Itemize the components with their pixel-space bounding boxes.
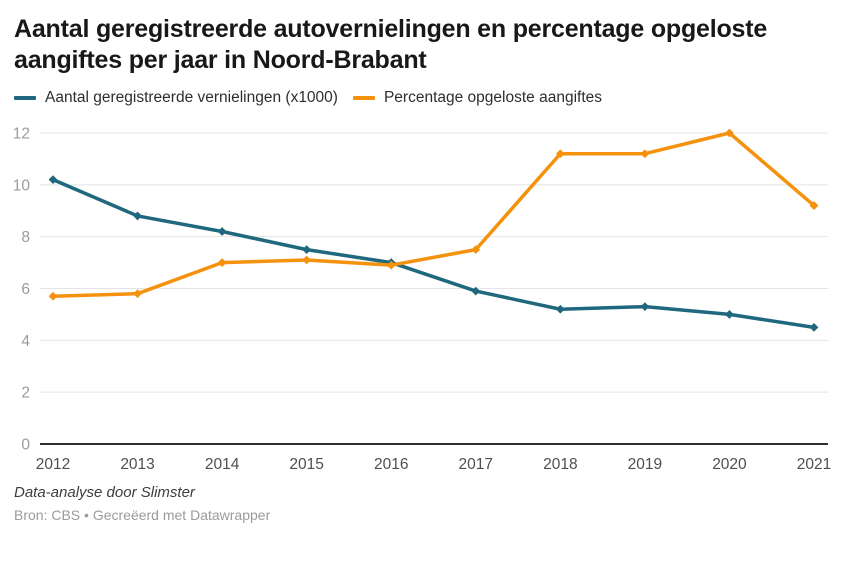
data-point-2021 <box>809 322 819 332</box>
legend-label-vernielingen: Aantal geregistreerde vernielingen (x100… <box>45 89 338 106</box>
y-tick-label-4: 4 <box>21 333 30 350</box>
legend-item-opgeloste-aangiftes: Percentage opgeloste aangiftes <box>352 89 602 107</box>
data-point-2021 <box>809 201 819 210</box>
data-point-2012 <box>48 175 58 185</box>
x-tick-label-2018: 2018 <box>543 456 577 473</box>
y-tick-label-8: 8 <box>21 229 30 246</box>
data-point-2019 <box>640 302 650 312</box>
y-tick-label-2: 2 <box>21 385 30 402</box>
y-tick-label-12: 12 <box>14 126 30 143</box>
data-point-2013 <box>133 211 142 221</box>
x-tick-label-2020: 2020 <box>712 456 747 473</box>
x-tick-label-2017: 2017 <box>459 456 493 473</box>
data-point-2017 <box>471 245 481 255</box>
series-line <box>51 177 816 330</box>
data-point-2020 <box>725 310 734 319</box>
x-tick-label-2019: 2019 <box>628 456 662 473</box>
data-point-2013 <box>133 289 142 299</box>
byline: Data-analyse door Slimster <box>14 484 195 501</box>
legend-item-vernielingen: Aantal geregistreerde vernielingen (x100… <box>14 89 338 107</box>
legend-label-opgeloste-aangiftes: Percentage opgeloste aangiftes <box>383 89 602 106</box>
x-tick-label-2013: 2013 <box>120 456 154 473</box>
x-tick-label-2012: 2012 <box>36 456 70 473</box>
x-tick-label-2021: 2021 <box>797 456 831 473</box>
series-opgeloste-aangiftes <box>48 128 819 301</box>
data-point-2019 <box>640 149 650 159</box>
data-point-2016 <box>386 260 396 270</box>
legend: Aantal geregistreerde vernielingen (x100… <box>14 88 835 108</box>
y-tick-label-0: 0 <box>21 437 30 454</box>
data-point-2015 <box>302 245 312 255</box>
x-tick-label-2014: 2014 <box>205 456 240 473</box>
data-point-2018 <box>555 149 565 159</box>
line-chart: 0 2 4 6 8 10 12 2012 2013 2014 2015 2016 2017 2018 201… <box>14 126 831 474</box>
chart-title: Aantal geregistreerde autovernielingen e… <box>14 15 768 74</box>
data-point-2012 <box>48 291 58 301</box>
series-line <box>51 131 816 299</box>
source-line: Bron: CBS • Gecreëerd met Datawrapper <box>14 507 271 523</box>
y-tick-label-6: 6 <box>21 281 30 298</box>
x-tick-label-2016: 2016 <box>374 456 408 473</box>
y-tick-label-10: 10 <box>14 177 30 194</box>
data-point-2015 <box>302 255 312 265</box>
data-point-2014 <box>217 258 227 267</box>
data-point-2014 <box>217 227 227 236</box>
data-point-2020 <box>725 128 734 138</box>
data-point-2017 <box>471 286 481 296</box>
legend-swatch-vernielingen-icon <box>14 96 36 100</box>
legend-swatch-opgeloste-aangiftes-icon <box>352 96 375 100</box>
x-tick-label-2015: 2015 <box>289 456 323 473</box>
series-vernielingen <box>48 175 819 332</box>
data-point-2018 <box>555 304 565 314</box>
